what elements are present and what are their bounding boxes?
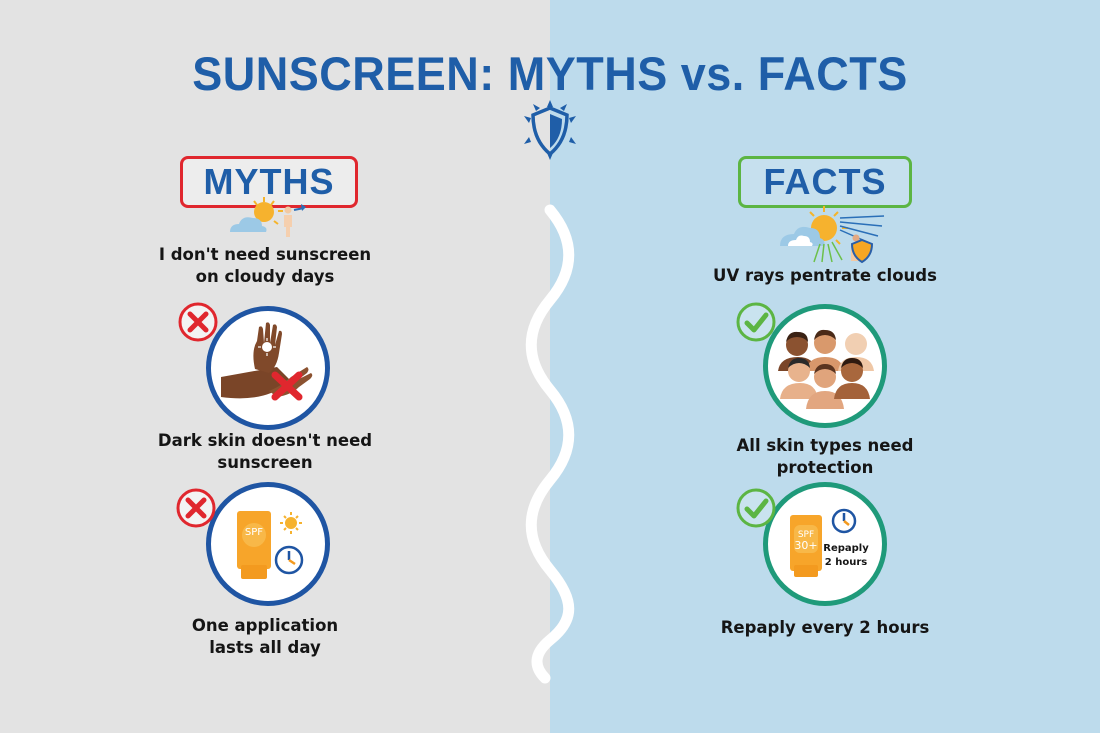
myth-2-line2: sunscreen [217,453,313,472]
red-x-icon [176,488,216,528]
fact-3-circle: SPF 30+ Repaply 2 hours [763,482,887,606]
tube-spf-label: SPF [798,530,814,540]
myth-2-text: Dark skin doesn't need sunscreen [130,430,400,474]
myth-1-line2: on cloudy days [195,267,335,286]
red-x-icon [178,302,218,342]
page-title: SUNSCREEN: MYTHS vs. FACTS [192,46,908,101]
uv-rays-cloud-shield-icon [780,206,885,264]
myth-3-line1: One application [191,616,339,635]
fact-3-line1: Repaply every 2 hours [720,618,930,637]
fact-2-circle [763,304,887,428]
tube-spf-label: SPF [245,527,263,538]
cloud-sun-person-icon [230,197,306,237]
myth-2-line1: Dark skin doesn't need [157,431,373,450]
repaply-note-line2: 2 hours [825,557,867,568]
green-check-icon [736,488,776,528]
myth-1-text: I don't need sunscreen on cloudy days [130,244,400,288]
fact-2-text: All skin types need protection [690,435,960,479]
myth-3-line2: lasts all day [209,638,321,657]
myth-3-circle: SPF [206,482,330,606]
myth-3-text: One application lasts all day [130,615,400,659]
fact-1-text: UV rays pentrate clouds [690,265,960,287]
myth-2-circle [206,306,330,430]
repaply-note-line1: Repaply [823,543,869,554]
shield-sun-icon [524,100,576,160]
myth-1-line1: I don't need sunscreen [158,245,372,264]
myths-heading: MYTHS [180,156,358,208]
fact-2-line1: All skin types need protection [736,436,914,477]
facts-heading: FACTS [738,156,912,208]
fact-1-line1: UV rays pentrate clouds [713,266,937,285]
spf30-tube-clock-icon: SPF 30+ Repaply 2 hours [790,508,869,577]
dark-skin-hands-icon [221,322,313,401]
tube-30-label: 30+ [794,539,817,552]
fact-3-text: Repaply every 2 hours [690,617,960,639]
green-check-icon [736,302,776,342]
diverse-skin-group-icon [778,329,874,409]
sunscreen-tube-clock-icon: SPF [237,511,304,579]
